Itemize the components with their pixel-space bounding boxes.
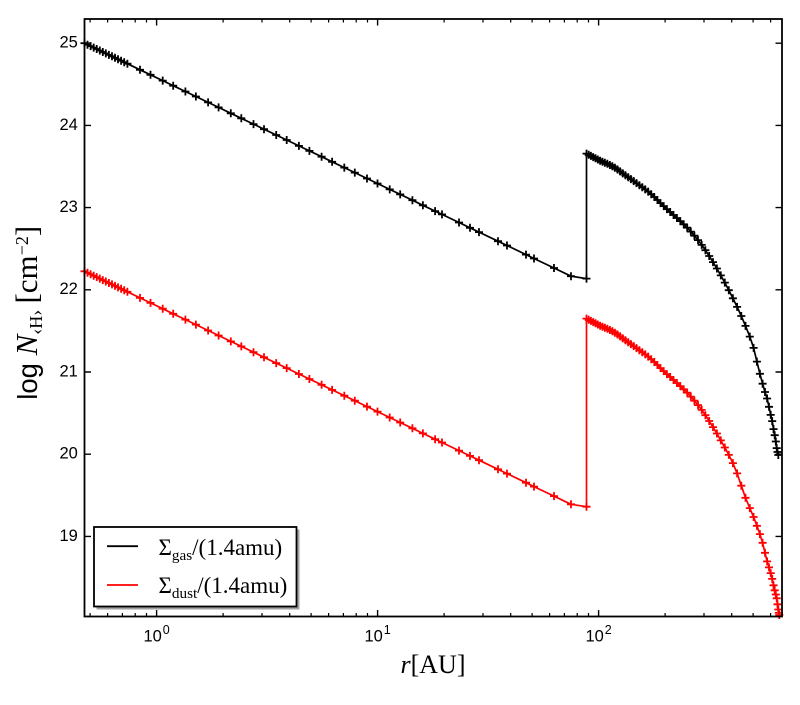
svg-text:20: 20 [59,445,77,463]
svg-text:24: 24 [59,116,77,134]
svg-text:19: 19 [59,527,77,545]
svg-text:21: 21 [59,362,77,380]
svg-text:23: 23 [59,198,77,216]
svg-text:log N‹H› [cm−2]: log N‹H› [cm−2] [9,226,46,400]
svg-text:22: 22 [59,280,77,298]
svg-text:r[AU]: r[AU] [401,650,466,679]
svg-text:25: 25 [59,34,77,52]
